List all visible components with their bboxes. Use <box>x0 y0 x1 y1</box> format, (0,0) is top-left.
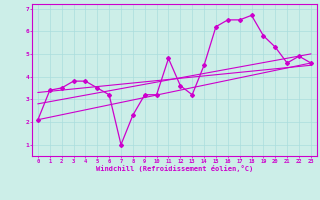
X-axis label: Windchill (Refroidissement éolien,°C): Windchill (Refroidissement éolien,°C) <box>96 165 253 172</box>
